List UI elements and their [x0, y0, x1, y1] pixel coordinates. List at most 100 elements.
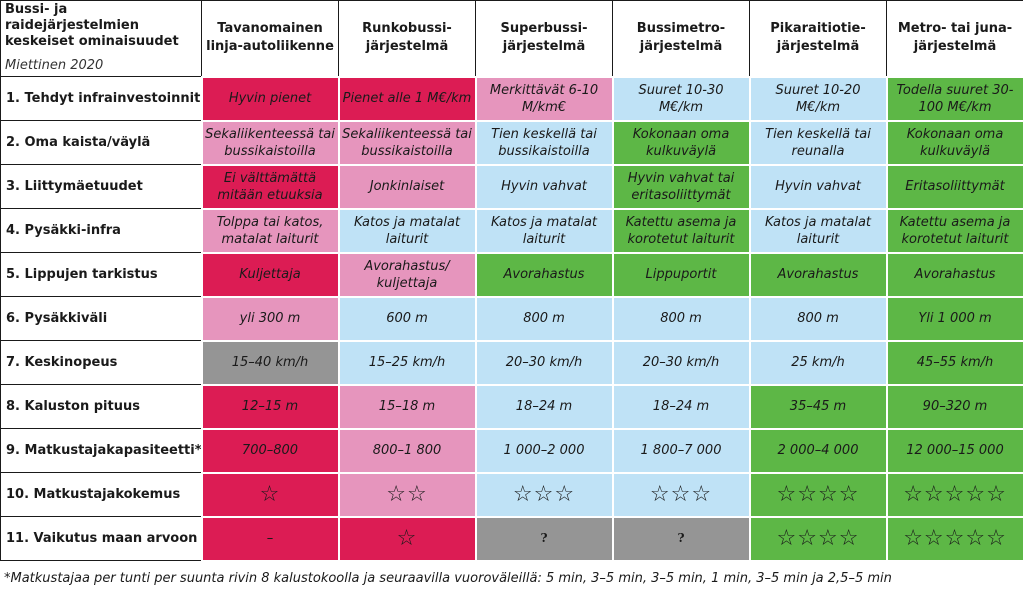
table-row: 11. Vaikutus maan arvoon – ☆ ? ? ☆☆☆☆ ☆☆… — [0, 515, 1023, 562]
column-header: Bussimetro-järjestelmä — [612, 0, 750, 77]
table-cell: Katos ja matalat laiturit — [337, 207, 477, 254]
table-cell: Lippuportit — [611, 251, 751, 298]
table-row: 1. Tehdyt infrainvestoinnit Hyvin pienet… — [0, 75, 1023, 122]
row-label: 7. Keskinopeus — [0, 340, 202, 385]
table-cell: Hyvin vahvat tai eritasoliittymät — [611, 163, 751, 210]
table-cell: Hyvin pienet — [200, 75, 340, 122]
table-cell: ☆☆☆☆☆ — [885, 471, 1023, 518]
table-cell: 800 m — [474, 295, 614, 342]
table-cell: 800–1 800 — [337, 427, 477, 474]
table-row: 5. Lippujen tarkistus Kuljettaja Avoraha… — [0, 251, 1023, 298]
header-row: Bussi- ja raidejärjestelmien keskeiset o… — [0, 0, 1023, 77]
table-cell: ☆☆☆ — [474, 471, 614, 518]
table-cell: Avorahastus — [474, 251, 614, 298]
star-rating: ☆☆☆ — [512, 481, 576, 507]
table-cell: Katettu asema ja korotetut laiturit — [611, 207, 751, 254]
table-cell: ☆☆☆☆ — [748, 471, 888, 518]
column-header: Pikaraitiotie-järjestelmä — [749, 0, 887, 77]
table-cell: Jonkinlaiset — [337, 163, 477, 210]
table-cell: Avorahastus/ kuljettaja — [337, 251, 477, 298]
table-cell: 18–24 m — [474, 383, 614, 430]
column-header: Superbussi-järjestelmä — [475, 0, 613, 77]
star-rating: ☆☆☆☆ — [776, 525, 860, 551]
corner-cell: Bussi- ja raidejärjestelmien keskeiset o… — [0, 0, 202, 77]
row-label: 4. Pysäkki-infra — [0, 208, 202, 253]
star-rating: ☆☆☆ — [649, 481, 713, 507]
table-row: 10. Matkustajakokemus ☆ ☆☆ ☆☆☆ ☆☆☆ ☆☆☆☆ … — [0, 471, 1023, 518]
table-title: Bussi- ja raidejärjestelmien keskeiset o… — [5, 2, 179, 49]
unknown-mark: ? — [540, 531, 548, 545]
table-row: 8. Kaluston pituus 12–15 m 15–18 m 18–24… — [0, 383, 1023, 430]
table-cell: Tien keskellä tai reunalla — [748, 119, 888, 166]
table-cell: Sekaliikenteessä tai bussikaistoilla — [200, 119, 340, 166]
comparison-table: Bussi- ja raidejärjestelmien keskeiset o… — [0, 0, 1023, 562]
table-cell: Eritasoliittymät — [885, 163, 1023, 210]
column-header: Tavanomainen linja-autoliikenne — [201, 0, 339, 77]
star-rating: ☆ — [396, 525, 418, 551]
table-cell: 15–25 km/h — [337, 339, 477, 386]
table-cell: Todella suuret 30-100 M€/km — [885, 75, 1023, 122]
table-cell: ☆☆☆☆☆ — [885, 515, 1023, 562]
table-cell: Katos ja matalat laiturit — [748, 207, 888, 254]
table-cell: 800 m — [611, 295, 751, 342]
table-row: 7. Keskinopeus 15–40 km/h 15–25 km/h 20–… — [0, 339, 1023, 386]
table-row: 2. Oma kaista/väylä Sekaliikenteessä tai… — [0, 119, 1023, 166]
table-cell: 12 000–15 000 — [885, 427, 1023, 474]
star-rating: ☆☆ — [386, 481, 428, 507]
table-cell: 1 800–7 000 — [611, 427, 751, 474]
table-cell: ☆☆ — [337, 471, 477, 518]
table-cell: – — [200, 515, 340, 562]
table-cell: 1 000–2 000 — [474, 427, 614, 474]
row-label: 5. Lippujen tarkistus — [0, 252, 202, 297]
table-cell: 45–55 km/h — [885, 339, 1023, 386]
table-cell: Sekaliikenteessä tai bussikaistoilla — [337, 119, 477, 166]
table-row: 6. Pysäkkiväli yli 300 m 600 m 800 m 800… — [0, 295, 1023, 342]
table-cell: 90–320 m — [885, 383, 1023, 430]
table-cell: Pienet alle 1 M€/km — [337, 75, 477, 122]
table-cell: 25 km/h — [748, 339, 888, 386]
table-cell: ☆☆☆ — [611, 471, 751, 518]
table-cell: Kokonaan oma kulkuväylä — [885, 119, 1023, 166]
footnote: *Matkustajaa per tunti per suunta rivin … — [4, 571, 892, 586]
table-cell: ? — [611, 515, 751, 562]
row-label: 8. Kaluston pituus — [0, 384, 202, 429]
unknown-mark: ? — [677, 531, 685, 545]
table-cell: Tien keskellä tai bussikaistoilla — [474, 119, 614, 166]
table-cell: Katettu asema ja korotetut laiturit — [885, 207, 1023, 254]
table-cell: 15–18 m — [337, 383, 477, 430]
table-cell: Suuret 10-30 M€/km — [611, 75, 751, 122]
table-cell: 15–40 km/h — [200, 339, 340, 386]
star-rating: ☆☆☆☆☆ — [903, 525, 1007, 551]
table-cell: Suuret 10-20 M€/km — [748, 75, 888, 122]
table-row: 3. Liittymäetuudet Ei välttämättä mitään… — [0, 163, 1023, 210]
table-row: 9. Matkustajakapasiteetti* 700–800 800–1… — [0, 427, 1023, 474]
table-cell: yli 300 m — [200, 295, 340, 342]
table-cell: 35–45 m — [748, 383, 888, 430]
column-header: Metro- tai juna-järjestelmä — [886, 0, 1023, 77]
table-cell: Merkittävät 6-10 M/km€ — [474, 75, 614, 122]
table-cell: Kokonaan oma kulkuväylä — [611, 119, 751, 166]
table-cell: Kuljettaja — [200, 251, 340, 298]
table-cell: ☆ — [200, 471, 340, 518]
table-cell: 700–800 — [200, 427, 340, 474]
table-cell: Yli 1 000 m — [885, 295, 1023, 342]
row-label: 1. Tehdyt infrainvestoinnit — [0, 76, 202, 121]
table-cell: ☆ — [337, 515, 477, 562]
table-cell: 600 m — [337, 295, 477, 342]
table-cell: Ei välttämättä mitään etuuksia — [200, 163, 340, 210]
star-rating: ☆☆☆☆☆ — [903, 481, 1007, 507]
table-cell: ☆☆☆☆ — [748, 515, 888, 562]
star-rating: ☆ — [259, 481, 281, 507]
row-label: 9. Matkustajakapasiteetti* — [0, 428, 202, 473]
table-cell: 18–24 m — [611, 383, 751, 430]
row-label: 10. Matkustajakokemus — [0, 472, 202, 517]
table-cell: Avorahastus — [748, 251, 888, 298]
table-cell: Hyvin vahvat — [748, 163, 888, 210]
table-cell: 2 000–4 000 — [748, 427, 888, 474]
table-cell: Katos ja matalat laiturit — [474, 207, 614, 254]
table-row: 4. Pysäkki-infra Tolppa tai katos, matal… — [0, 207, 1023, 254]
row-label: 11. Vaikutus maan arvoon — [0, 516, 202, 561]
star-rating: ☆☆☆☆ — [776, 481, 860, 507]
table-cell: Tolppa tai katos, matalat laiturit — [200, 207, 340, 254]
column-header: Runkobussi-järjestelmä — [338, 0, 476, 77]
